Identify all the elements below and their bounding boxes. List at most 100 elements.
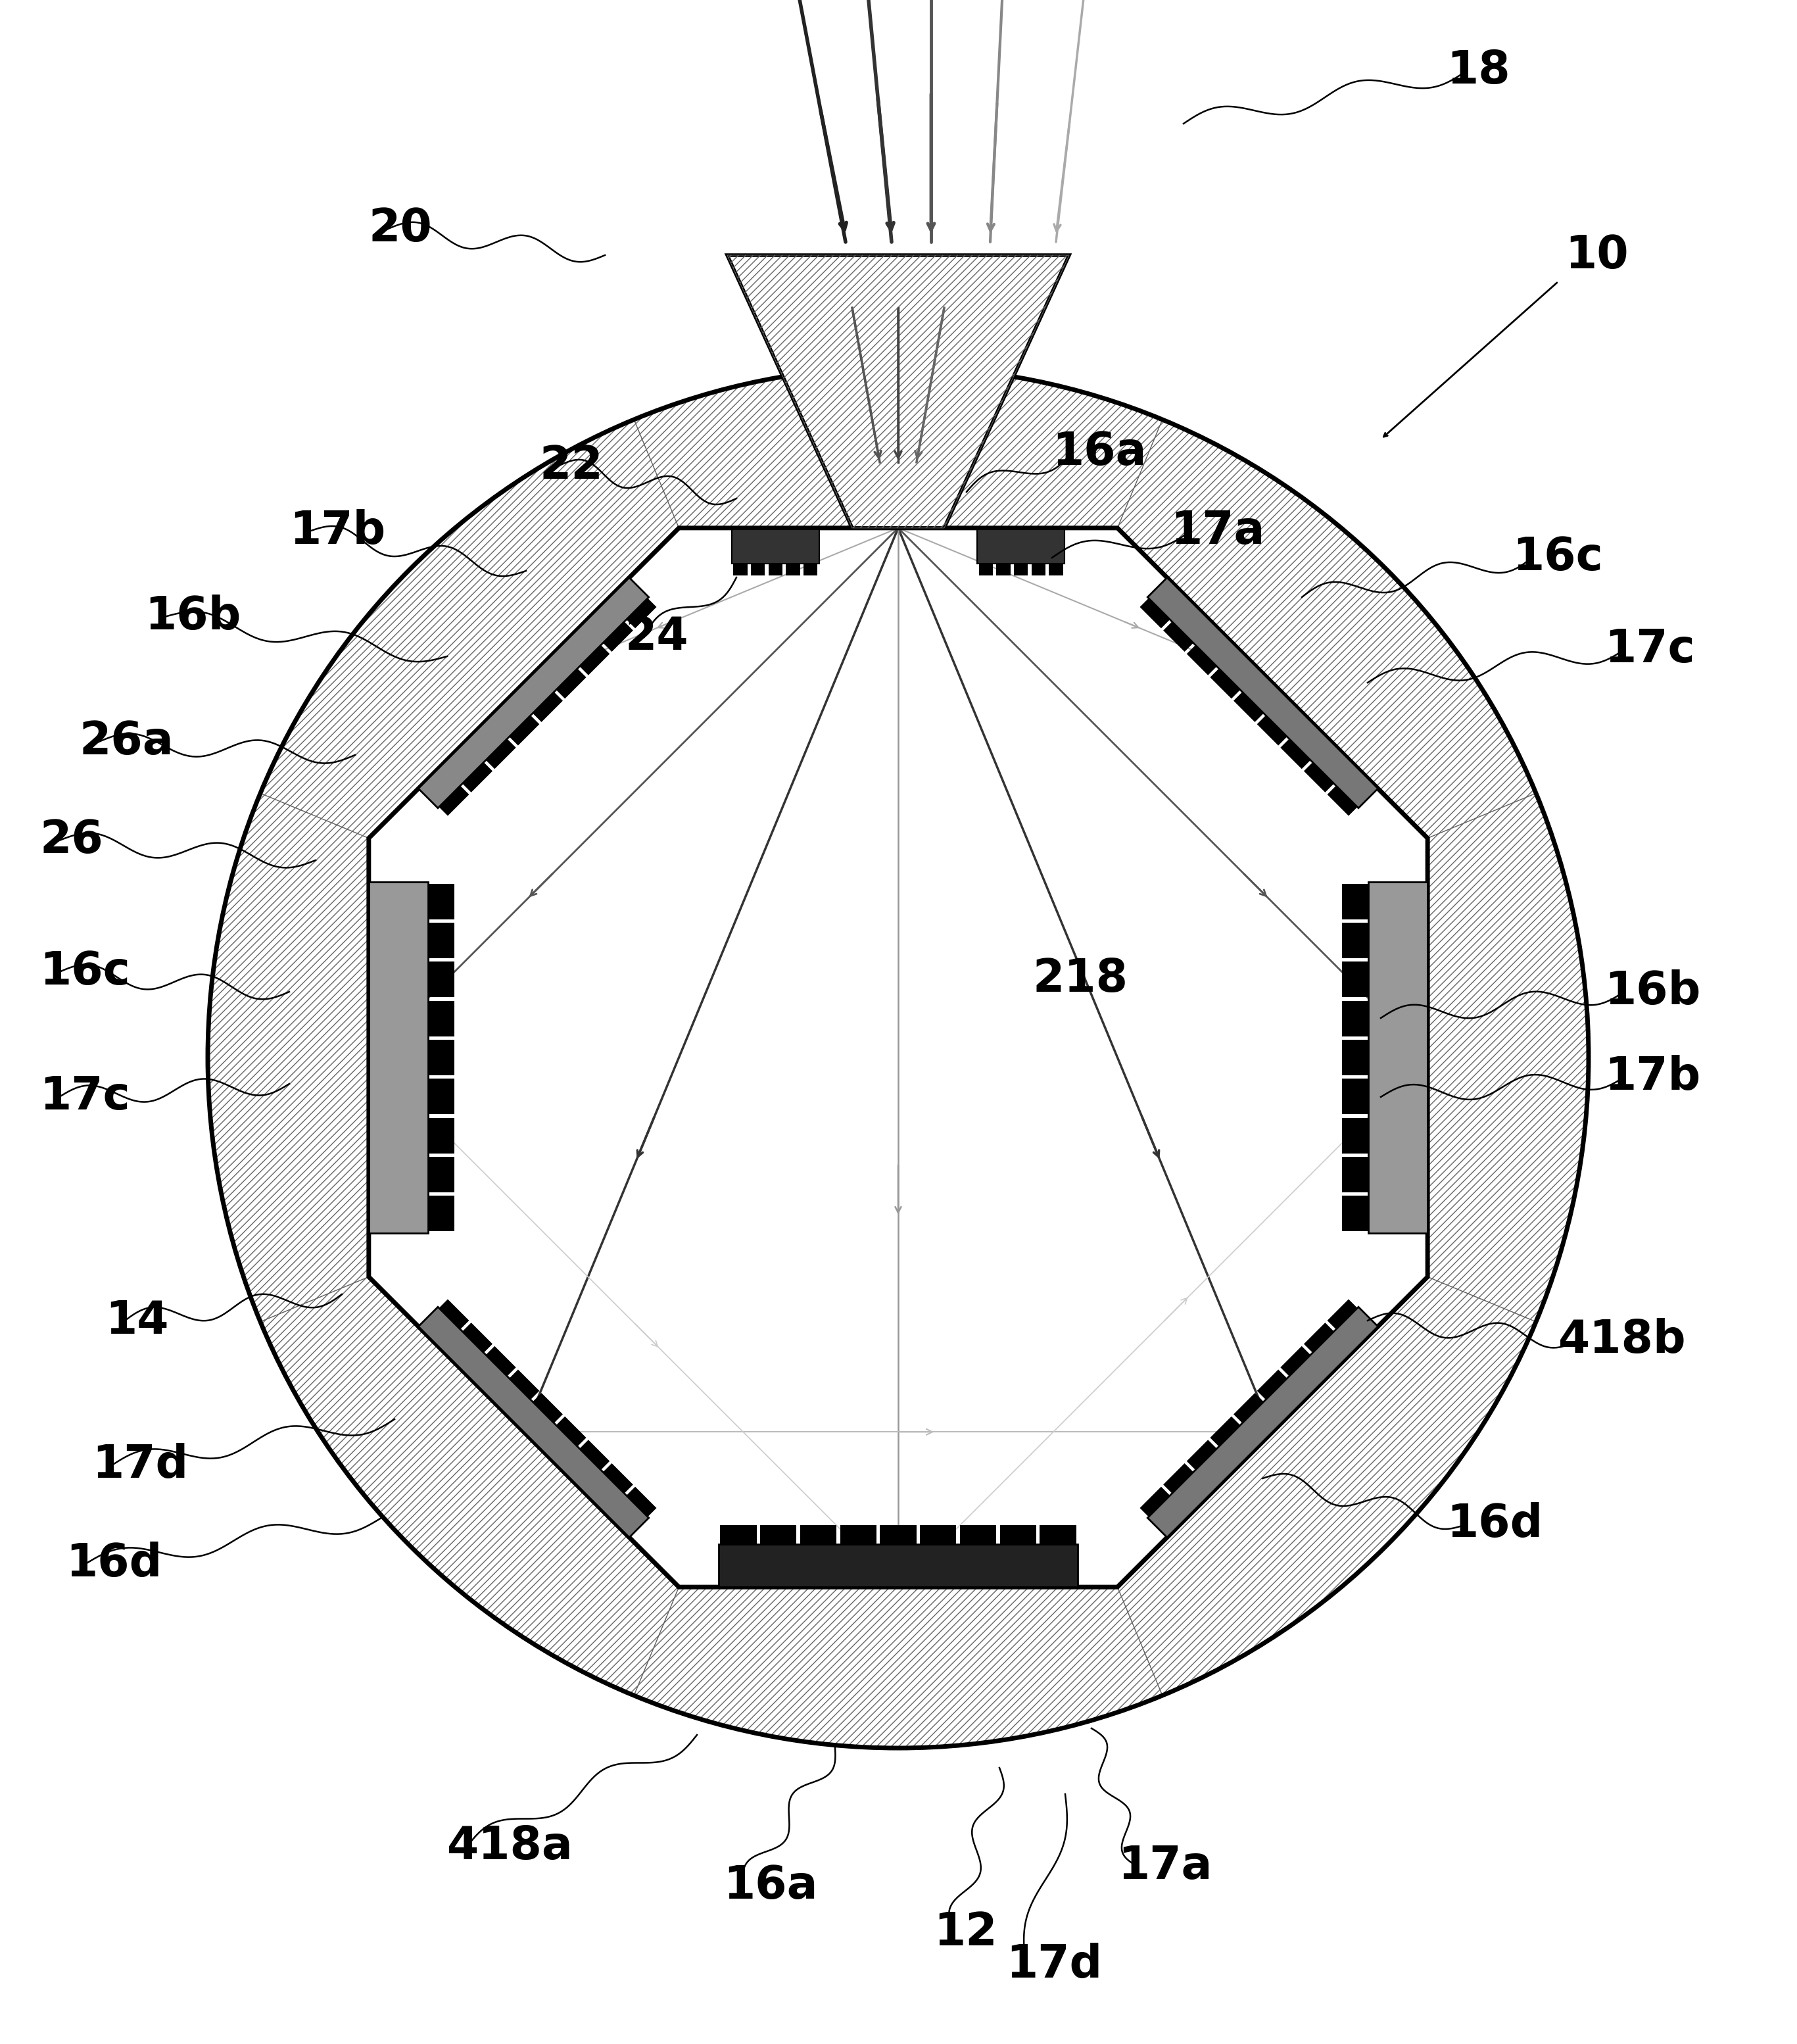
Polygon shape	[419, 578, 649, 807]
Polygon shape	[261, 419, 679, 838]
Polygon shape	[1342, 1118, 1368, 1153]
Polygon shape	[419, 1306, 649, 1537]
Polygon shape	[1342, 963, 1368, 997]
Polygon shape	[1031, 564, 1046, 574]
Polygon shape	[999, 1525, 1037, 1545]
Polygon shape	[1233, 1392, 1263, 1423]
Text: 17c: 17c	[40, 1075, 129, 1118]
Text: 16c: 16c	[1513, 536, 1603, 580]
Polygon shape	[839, 1525, 877, 1545]
Polygon shape	[438, 785, 469, 816]
Text: 16a: 16a	[1051, 431, 1146, 474]
Text: 17d: 17d	[92, 1443, 189, 1488]
Text: 17c: 17c	[1605, 628, 1695, 672]
Polygon shape	[438, 1300, 469, 1329]
Polygon shape	[1342, 883, 1368, 920]
Polygon shape	[1163, 621, 1193, 652]
Polygon shape	[1049, 564, 1064, 574]
Polygon shape	[731, 529, 819, 564]
Text: 10: 10	[1565, 233, 1628, 278]
Text: 17b: 17b	[1605, 1055, 1700, 1100]
Polygon shape	[1014, 564, 1028, 574]
Polygon shape	[1256, 715, 1287, 746]
Polygon shape	[532, 1392, 562, 1423]
Text: 16d: 16d	[66, 1541, 162, 1586]
Text: 26: 26	[40, 818, 102, 863]
Polygon shape	[1139, 599, 1170, 628]
Polygon shape	[1342, 1002, 1368, 1036]
Polygon shape	[261, 1278, 679, 1694]
Polygon shape	[627, 1486, 656, 1517]
Polygon shape	[1368, 883, 1427, 1233]
Polygon shape	[728, 256, 1069, 527]
Polygon shape	[1305, 1322, 1333, 1353]
Text: 16d: 16d	[1447, 1502, 1544, 1547]
Polygon shape	[208, 793, 368, 1322]
Polygon shape	[978, 529, 1066, 564]
Polygon shape	[920, 1525, 956, 1545]
Text: 17a: 17a	[1170, 509, 1265, 554]
Polygon shape	[428, 922, 455, 959]
Polygon shape	[1427, 793, 1589, 1322]
Polygon shape	[1209, 668, 1240, 699]
Polygon shape	[803, 564, 818, 574]
Polygon shape	[1148, 578, 1378, 807]
Polygon shape	[368, 883, 428, 1233]
Polygon shape	[555, 1416, 586, 1447]
Circle shape	[208, 368, 1589, 1748]
Polygon shape	[604, 621, 633, 652]
Text: 24: 24	[625, 615, 688, 658]
Polygon shape	[800, 1525, 836, 1545]
Polygon shape	[1139, 1486, 1170, 1517]
Polygon shape	[428, 1118, 455, 1153]
Polygon shape	[634, 368, 1163, 527]
Polygon shape	[1281, 1347, 1310, 1376]
Polygon shape	[1281, 738, 1310, 769]
Polygon shape	[604, 1464, 633, 1494]
Polygon shape	[368, 527, 1427, 1586]
Text: 16b: 16b	[144, 595, 241, 640]
Text: 20: 20	[368, 206, 431, 251]
Polygon shape	[428, 1157, 455, 1192]
Polygon shape	[760, 1525, 796, 1545]
Polygon shape	[769, 564, 782, 574]
Polygon shape	[881, 1525, 916, 1545]
Text: 218: 218	[1031, 957, 1129, 1002]
Text: 17b: 17b	[289, 509, 386, 554]
Polygon shape	[1118, 419, 1536, 838]
Polygon shape	[996, 564, 1010, 574]
Polygon shape	[1342, 1196, 1368, 1230]
Polygon shape	[733, 564, 748, 574]
Text: 12: 12	[934, 1911, 997, 1954]
Polygon shape	[509, 1369, 539, 1400]
Polygon shape	[580, 1439, 609, 1470]
Polygon shape	[1342, 922, 1368, 959]
Polygon shape	[580, 646, 609, 675]
Polygon shape	[485, 1347, 516, 1376]
Polygon shape	[532, 693, 562, 722]
Polygon shape	[462, 1322, 492, 1353]
Polygon shape	[428, 963, 455, 997]
Text: 17a: 17a	[1118, 1844, 1213, 1889]
Text: 18: 18	[1447, 49, 1509, 94]
Polygon shape	[428, 1002, 455, 1036]
Polygon shape	[428, 883, 455, 920]
Polygon shape	[719, 1545, 1078, 1586]
Text: 16a: 16a	[722, 1864, 818, 1909]
Text: 26a: 26a	[79, 719, 174, 764]
Polygon shape	[428, 1196, 455, 1230]
Polygon shape	[1163, 1464, 1193, 1494]
Polygon shape	[979, 564, 994, 574]
Text: 17d: 17d	[1006, 1944, 1102, 1987]
Text: 16b: 16b	[1605, 969, 1700, 1014]
Polygon shape	[485, 738, 516, 769]
Polygon shape	[428, 1079, 455, 1114]
Polygon shape	[1209, 1416, 1240, 1447]
Polygon shape	[1256, 1369, 1287, 1400]
Polygon shape	[960, 1525, 996, 1545]
Polygon shape	[1040, 1525, 1076, 1545]
Polygon shape	[509, 715, 539, 746]
Polygon shape	[634, 1586, 1163, 1748]
Polygon shape	[785, 564, 800, 574]
Polygon shape	[1328, 785, 1357, 816]
